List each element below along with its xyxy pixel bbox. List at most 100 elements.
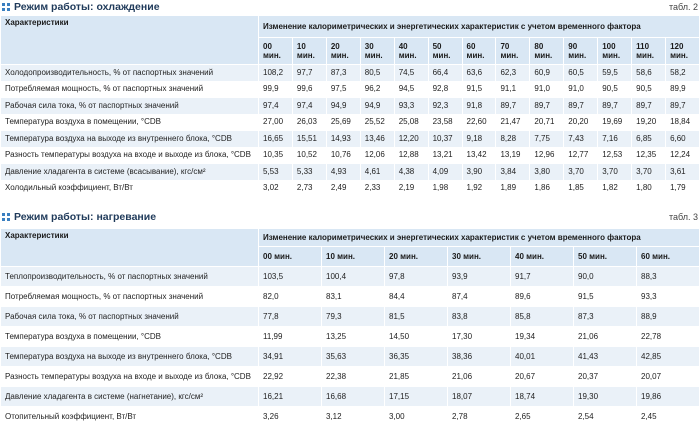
cell-value: 93,3: [636, 286, 700, 307]
row-label: Температура воздуха в помещении, °CDB: [0, 326, 259, 347]
cell-value: 12,24: [665, 146, 700, 164]
time-column-header: 50 мин.: [573, 246, 637, 267]
cell-value: 100,4: [321, 266, 385, 287]
cell-value: 99,6: [291, 80, 327, 98]
cell-value: 12,77: [563, 146, 599, 164]
cell-value: 6,85: [631, 130, 667, 148]
cell-value: 3,12: [321, 406, 385, 427]
cell-value: 66,4: [427, 64, 463, 82]
cell-value: 27,00: [258, 113, 293, 131]
row-label: Рабочая сила тока, % от паспортных значе…: [0, 306, 259, 327]
cell-value: 20,71: [529, 113, 565, 131]
time-column-header: 110 мин.: [631, 37, 667, 65]
cell-value: 94,9: [359, 97, 395, 115]
cell-value: 7,16: [597, 130, 633, 148]
cell-value: 83,1: [321, 286, 385, 307]
time-column-header: 00 мин.: [258, 246, 322, 267]
characteristics-header: Характеристики: [0, 228, 259, 267]
cell-value: 81,5: [384, 306, 448, 327]
cell-value: 1,80: [631, 179, 667, 197]
cell-value: 2,65: [510, 406, 574, 427]
cell-value: 91,7: [510, 266, 574, 287]
cell-value: 16,65: [258, 130, 293, 148]
cell-value: 3,80: [529, 163, 565, 181]
table-number-2: табл. 2: [668, 2, 698, 12]
cell-value: 20,37: [573, 366, 637, 387]
cell-value: 1,92: [461, 179, 497, 197]
time-column-header: 30 мин.: [359, 37, 395, 65]
table-row: Теплопроизводительность, % от паспортных…: [0, 266, 700, 287]
cell-value: 89,7: [665, 97, 700, 115]
time-column-number: 70: [500, 41, 510, 51]
cell-value: 12,35: [631, 146, 667, 164]
time-column-unit: мин.: [398, 51, 417, 60]
cell-value: 2,78: [447, 406, 511, 427]
row-label: Разность температуры воздуха на входе и …: [0, 146, 259, 164]
cell-value: 91,0: [529, 80, 565, 98]
cell-value: 3,70: [631, 163, 667, 181]
cell-value: 3,90: [461, 163, 497, 181]
cell-value: 89,7: [563, 97, 599, 115]
time-column-number: 10: [296, 41, 306, 51]
table-row: Потребляемая мощность, % от паспортных з…: [0, 286, 700, 307]
cell-value: 23,58: [427, 113, 463, 131]
cell-value: 19,86: [636, 386, 700, 407]
time-column-unit: мин.: [534, 51, 553, 60]
cell-value: 13,42: [461, 146, 497, 164]
time-column-header: 50 мин.: [427, 37, 463, 65]
time-column-unit: мин.: [500, 51, 519, 60]
row-label: Давление хладагента в системе (нагнетани…: [0, 386, 259, 407]
cell-value: 92,3: [427, 97, 463, 115]
cell-value: 7,43: [563, 130, 599, 148]
table-row: Отопительный коэффициент, Вт/Вт 3,26 3,12 3…: [0, 406, 700, 427]
cell-value: 58,2: [665, 64, 700, 82]
cell-value: 4,38: [393, 163, 429, 181]
cell-value: 19,20: [631, 113, 667, 131]
time-column-header: 70 мин.: [495, 37, 531, 65]
cell-value: 25,69: [325, 113, 361, 131]
cell-value: 97,7: [291, 64, 327, 82]
cell-value: 91,0: [563, 80, 599, 98]
cell-value: 82,0: [258, 286, 322, 307]
cell-value: 3,61: [665, 163, 700, 181]
table-row: Рабочая сила тока, % от паспортных значе…: [0, 306, 700, 327]
table-row: Разность температуры воздуха на входе и …: [0, 146, 700, 164]
cell-value: 13,25: [321, 326, 385, 347]
cell-value: 77,8: [258, 306, 322, 327]
time-column-number: 00: [263, 41, 272, 51]
table-row: Температура воздуха на выходе из внутрен…: [0, 346, 700, 367]
heating-title: Режим работы: нагревание: [14, 211, 157, 223]
time-column-number: 110: [636, 41, 650, 51]
heating-table: Характеристики Изменение калориметрическ…: [0, 228, 700, 427]
time-column-header: 20 мин.: [325, 37, 361, 65]
cell-value: 90,5: [631, 80, 667, 98]
cell-value: 103,5: [258, 266, 322, 287]
time-column-unit: мин.: [296, 51, 315, 60]
cell-value: 41,43: [573, 346, 637, 367]
cell-value: 19,69: [597, 113, 633, 131]
section-title-cooling: Режим работы: охлаждение: [0, 1, 160, 13]
cell-value: 26,03: [291, 113, 327, 131]
row-label: Отопительный коэффициент, Вт/Вт: [0, 406, 259, 427]
cell-value: 88,9: [636, 306, 700, 327]
cell-value: 90,5: [597, 80, 633, 98]
cell-value: 91,5: [461, 80, 497, 98]
time-column-number: 20: [330, 41, 340, 51]
grid-bullet-icon: [2, 3, 10, 11]
cell-value: 20,20: [563, 113, 599, 131]
cell-value: 21,06: [573, 326, 637, 347]
cell-value: 25,52: [359, 113, 395, 131]
cell-value: 1,86: [529, 179, 565, 197]
time-column-unit: мин.: [568, 51, 587, 60]
cell-value: 19,30: [573, 386, 637, 407]
cell-value: 21,85: [384, 366, 448, 387]
time-column-unit: мин.: [432, 51, 451, 60]
cell-value: 97,8: [384, 266, 448, 287]
cell-value: 1,79: [665, 179, 700, 197]
cell-value: 87,3: [325, 64, 361, 82]
time-column-header: 00 мин.: [258, 37, 293, 65]
table-row: Холодильный коэффициент, Вт/Вт 3,02 2,73 2,…: [0, 179, 700, 197]
cell-value: 22,78: [636, 326, 700, 347]
cell-value: 21,47: [495, 113, 531, 131]
cell-value: 14,50: [384, 326, 448, 347]
